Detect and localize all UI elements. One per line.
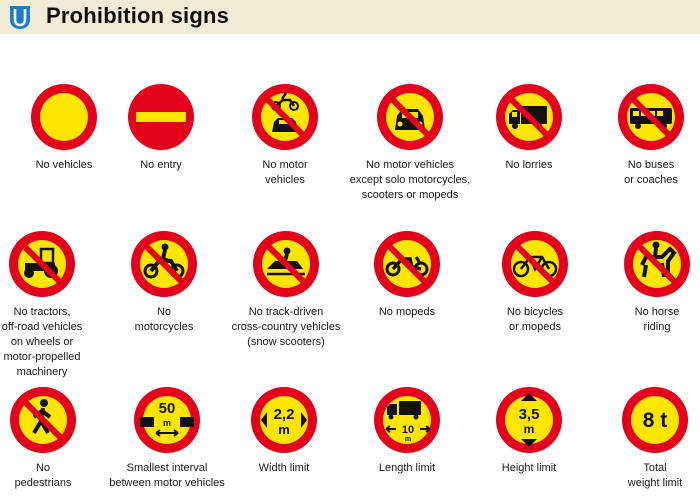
height-unit: m <box>524 422 535 436</box>
sign-caption: No vehicles <box>35 159 93 171</box>
sign-caption: No horse riding <box>634 306 680 333</box>
no-vehicles-sign-icon <box>31 84 97 150</box>
sign-caption: No entry <box>140 159 182 171</box>
lorry-sign-icon <box>496 84 562 150</box>
width-value: 2,2 <box>274 406 295 423</box>
sign-caption: Height limit <box>501 462 557 474</box>
sign-caption: No lorries <box>505 159 553 171</box>
interval-unit: m <box>163 418 171 428</box>
sign-caption: No buses or coaches <box>624 159 678 186</box>
page-header: Prohibition signs <box>0 0 700 34</box>
interval-50m-sign-icon: 50 m <box>134 387 200 453</box>
sign-caption: Width limit <box>258 462 310 474</box>
tractor-sign-icon <box>9 231 75 297</box>
sign-caption: Total weight limit <box>627 462 683 489</box>
width-unit: m <box>278 422 290 437</box>
weight-value: 8 t <box>643 409 668 432</box>
sign-caption: No mopeds <box>378 306 436 318</box>
length-unit: m <box>405 436 411 443</box>
sign-caption: Length limit <box>378 462 436 474</box>
length-value: 10 <box>402 424 414 436</box>
horse-rider-sign-icon <box>624 231 690 297</box>
page-title: Prohibition signs <box>46 3 230 28</box>
interval-value: 50 <box>159 400 176 417</box>
width-arrows-sign-icon: 2,2 m <box>251 387 317 453</box>
height-arrows-sign-icon: 3,5 m <box>496 387 562 453</box>
bus-sign-icon <box>618 84 684 150</box>
sign-caption: No bicycles or mopeds <box>506 306 564 333</box>
sign-caption: No motor vehicles except solo motorcycle… <box>349 159 471 201</box>
sign-caption: No motorcycles <box>134 306 194 333</box>
sign-caption: No motor vehicles <box>262 159 308 186</box>
motorcycle-and-car-sign-icon <box>252 84 318 150</box>
length-lorry-sign-icon: 10 m <box>374 387 440 453</box>
motorcycle-sign-icon <box>131 231 197 297</box>
snowmobile-sign-icon <box>253 231 319 297</box>
bicycle-sign-icon <box>502 231 568 297</box>
car-sign-icon <box>377 84 443 150</box>
pedestrian-sign-icon <box>10 387 76 453</box>
sign-caption: Smallest interval between motor vehicles <box>109 462 225 489</box>
weight-sign-icon: 8 t <box>622 387 688 453</box>
sign-caption: No pedestrians <box>14 462 72 489</box>
sign-caption: No tractors, off-road vehicles on wheels… <box>1 306 83 378</box>
no-entry-sign-icon <box>128 84 194 150</box>
road-sign-u-logo-icon <box>10 6 30 29</box>
sign-caption: No track-driven cross-country vehicles (… <box>231 306 341 348</box>
height-value: 3,5 <box>519 406 540 423</box>
moped-sign-icon <box>374 231 440 297</box>
